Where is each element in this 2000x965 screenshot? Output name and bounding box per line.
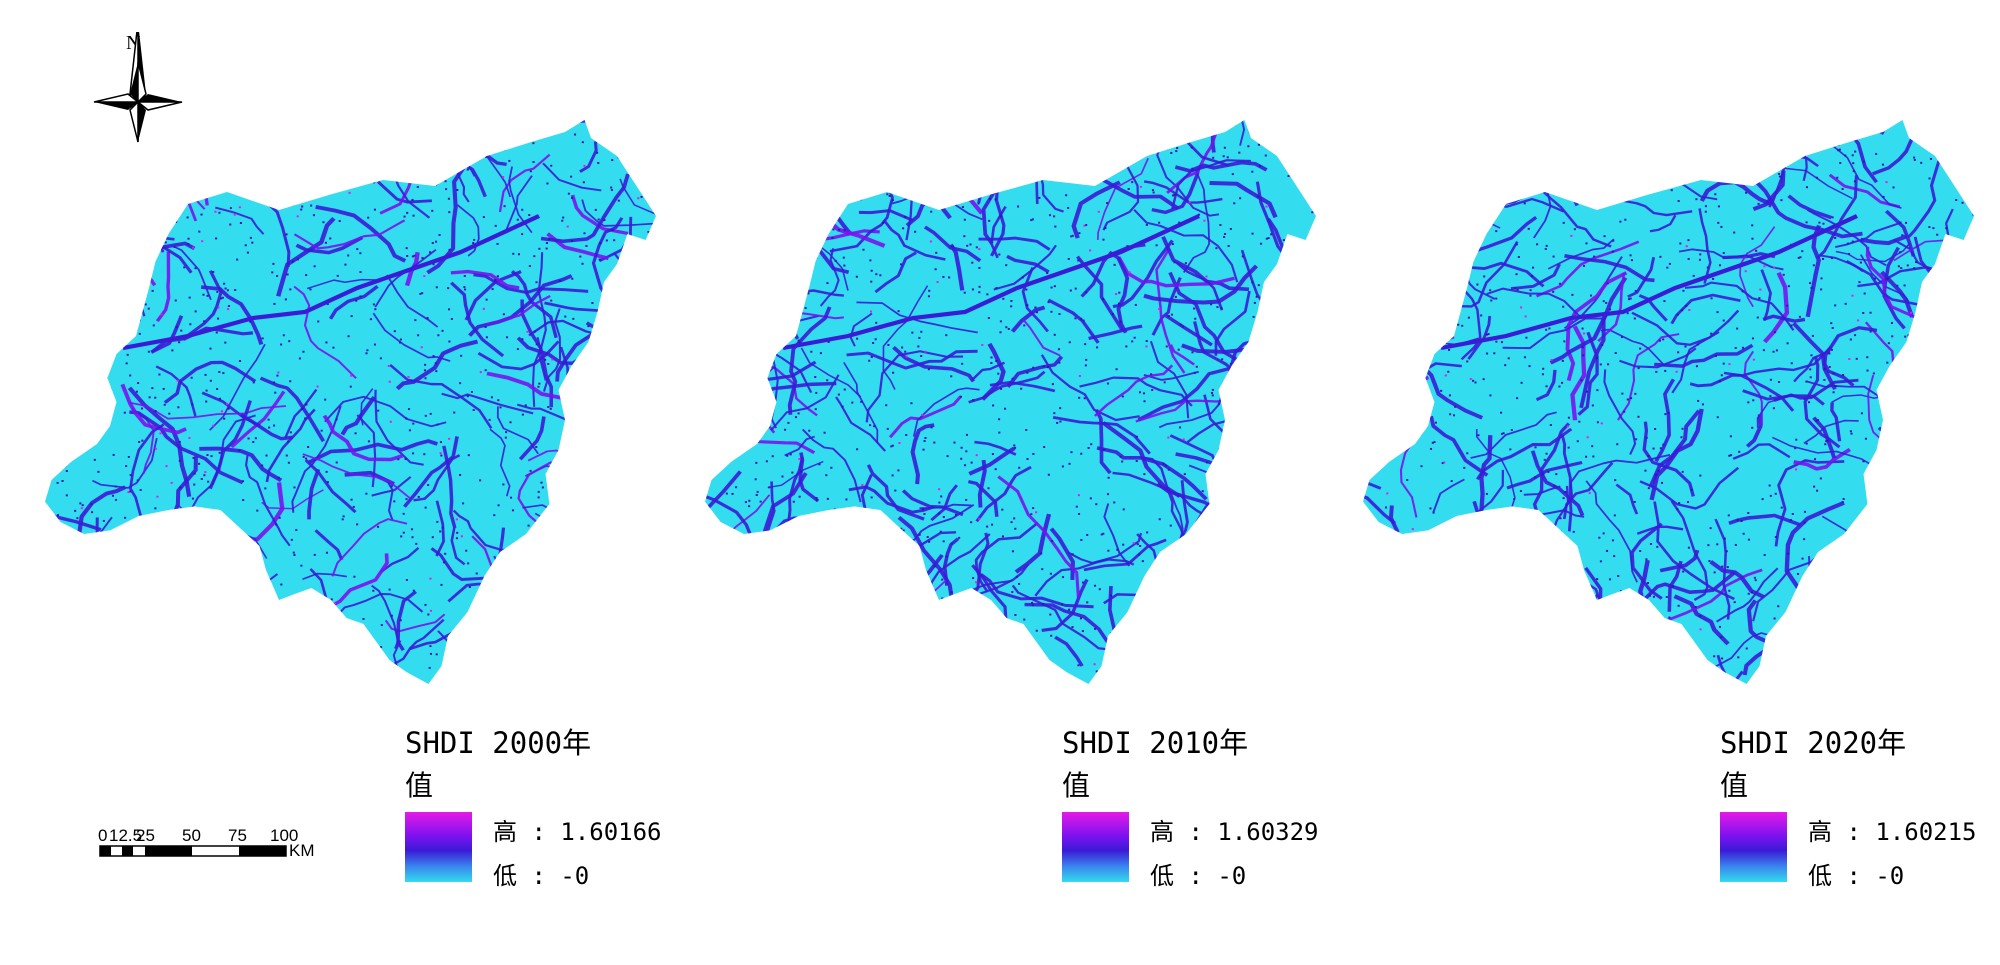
legend-2020: SHDI 2020年 值 高 : 1.60215 低 : -0 xyxy=(1720,720,2000,900)
legend-title: SHDI 2010年 xyxy=(1062,726,1249,760)
scale-bar: 0 12.5 25 50 75 100 KM xyxy=(98,820,338,870)
legend-field: 值 xyxy=(1062,769,1091,802)
legend-field: 值 xyxy=(1720,769,1749,802)
legend-title: SHDI 2020年 xyxy=(1720,726,1907,760)
legend-2000: SHDI 2000年 值 高 : 1.60166 低 : -0 xyxy=(405,720,695,900)
legend-color-ramp xyxy=(405,812,472,882)
scale-tick-100: 100 xyxy=(270,826,298,845)
map-panel-2020 xyxy=(1358,100,1988,720)
legend-title: SHDI 2000年 xyxy=(405,726,592,760)
legend-color-ramp xyxy=(1062,812,1129,882)
north-arrow-icon xyxy=(88,21,188,162)
legend-field: 值 xyxy=(405,769,434,802)
legend-high-label: 高 : 1.60215 xyxy=(1808,818,1977,846)
legend-2010: SHDI 2010年 值 高 : 1.60329 低 : -0 xyxy=(1062,720,1352,900)
scale-tick-50: 50 xyxy=(182,826,201,845)
scale-tick-25: 25 xyxy=(136,826,155,845)
legend-color-ramp xyxy=(1720,812,1787,882)
map-panel-2010 xyxy=(700,100,1330,720)
scale-unit: KM xyxy=(289,841,315,860)
scale-tick-0: 0 xyxy=(98,826,107,845)
scale-tick-75: 75 xyxy=(228,826,247,845)
legend-high-label: 高 : 1.60166 xyxy=(493,818,662,846)
legend-low-label: 低 : -0 xyxy=(493,862,590,890)
scale-tick-12-5: 12.5 xyxy=(109,826,142,845)
legend-high-label: 高 : 1.60329 xyxy=(1150,818,1319,846)
legend-low-label: 低 : -0 xyxy=(1808,862,1905,890)
map-panel-2000 xyxy=(40,100,670,720)
legend-low-label: 低 : -0 xyxy=(1150,862,1247,890)
